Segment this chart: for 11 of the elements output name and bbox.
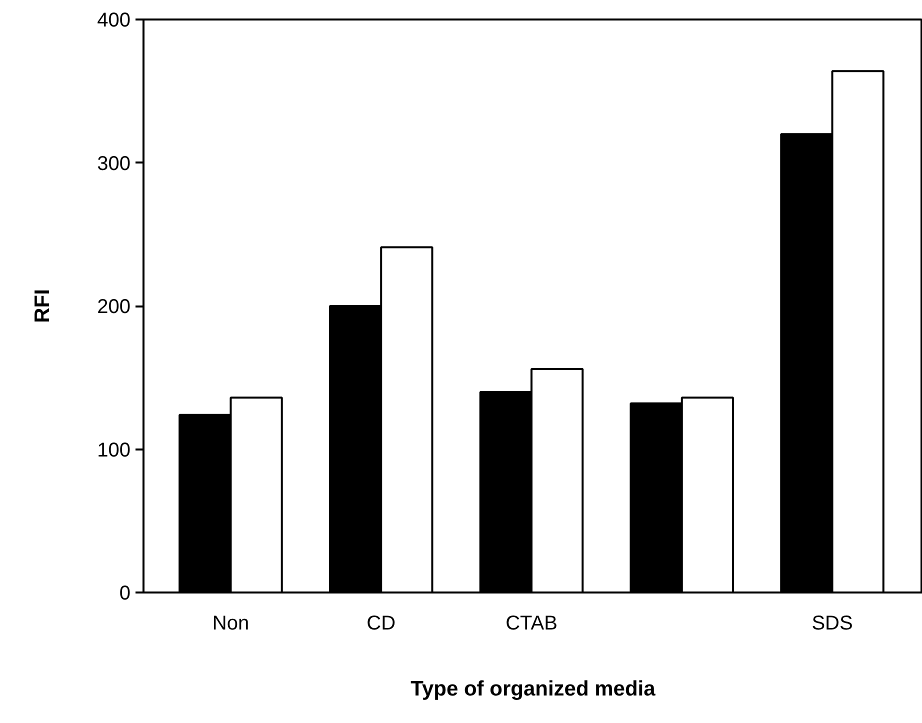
x-tick-label: CTAB (506, 612, 558, 634)
x-tick-label: Non (212, 612, 250, 634)
y-tick-label: 100 (97, 439, 131, 462)
y-axis-title: RFI (31, 289, 54, 323)
x-tick-label: SDS (812, 612, 853, 634)
y-tick-label: 400 (97, 10, 131, 32)
y-tick-label: 300 (97, 152, 131, 175)
y-tick-label: 0 (119, 582, 130, 604)
x-tick-label: CD (366, 612, 396, 634)
y-tick-label: 200 (97, 296, 131, 318)
x-axis-title: Type of organized media (410, 678, 656, 700)
